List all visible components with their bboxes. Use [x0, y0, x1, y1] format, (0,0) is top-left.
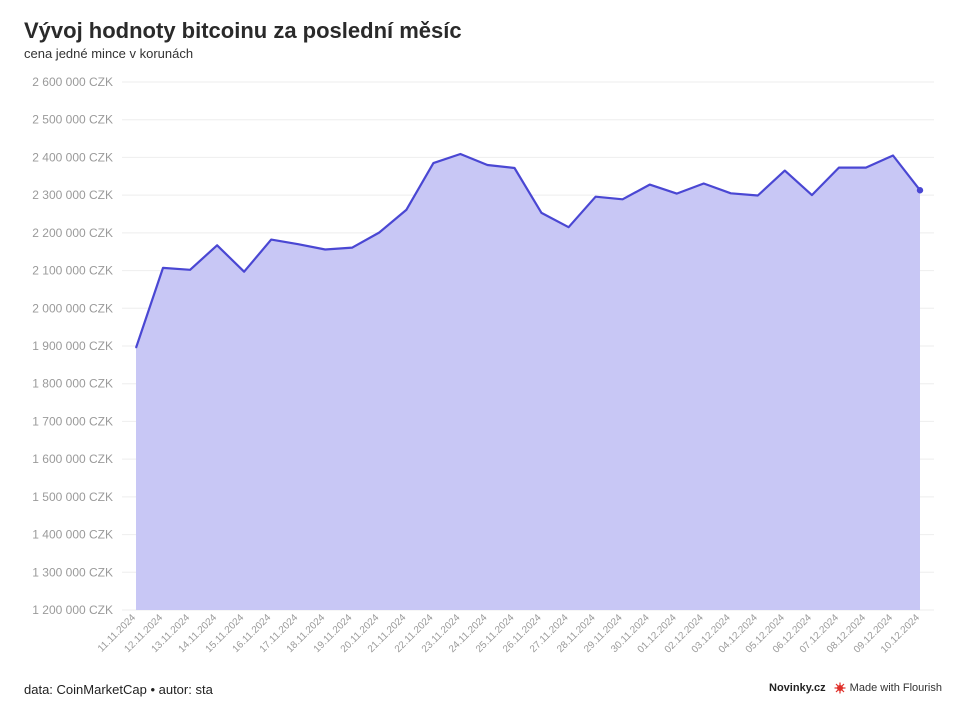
data-point[interactable] — [892, 155, 894, 157]
y-tick-label: 2 500 000 CZK — [32, 113, 113, 127]
data-point[interactable] — [162, 267, 164, 269]
y-tick-label: 1 800 000 CZK — [32, 377, 113, 391]
y-tick-label: 1 400 000 CZK — [32, 528, 113, 542]
data-point[interactable] — [189, 269, 191, 271]
series-area — [136, 154, 920, 610]
chart-title: Vývoj hodnoty bitcoinu za poslední měsíc — [24, 18, 462, 43]
y-tick-label: 1 200 000 CZK — [32, 603, 113, 617]
data-point[interactable] — [324, 248, 326, 250]
y-tick-label: 2 000 000 CZK — [32, 301, 113, 315]
data-point[interactable] — [622, 198, 624, 200]
data-point[interactable] — [351, 247, 353, 249]
last-data-point[interactable] — [916, 187, 924, 194]
y-tick-label: 1 600 000 CZK — [32, 452, 113, 466]
data-point[interactable] — [432, 162, 434, 164]
data-point[interactable] — [757, 195, 759, 197]
y-tick-label: 2 400 000 CZK — [32, 150, 113, 164]
data-point[interactable] — [405, 209, 407, 211]
brand-link[interactable]: Novinky.cz — [769, 682, 826, 694]
data-point[interactable] — [270, 239, 272, 241]
data-point[interactable] — [811, 194, 813, 196]
data-point[interactable] — [297, 243, 299, 245]
data-point[interactable] — [838, 167, 840, 169]
data-point[interactable] — [703, 182, 705, 184]
data-point[interactable] — [135, 347, 137, 349]
y-tick-label: 2 300 000 CZK — [32, 188, 113, 202]
data-point[interactable] — [676, 193, 678, 195]
source-note: data: CoinMarketCap • autor: sta — [24, 682, 213, 697]
bitcoin-area-chart: 1 200 000 CZK 1 300 000 CZK 1 400 000 CZK 1… — [32, 75, 934, 656]
y-tick-label: 1 500 000 CZK — [32, 490, 113, 504]
made-with-flourish-link[interactable]: Made with Flourish — [834, 682, 942, 694]
flourish-logo-icon — [834, 682, 846, 694]
y-axis: 1 200 000 CZK 1 300 000 CZK 1 400 000 CZK 1… — [32, 75, 113, 617]
data-point[interactable] — [784, 170, 786, 172]
y-tick-label: 2 200 000 CZK — [32, 226, 113, 240]
data-point[interactable] — [649, 184, 651, 186]
data-point[interactable] — [378, 231, 380, 233]
data-point[interactable] — [216, 244, 218, 246]
y-tick-label: 1 900 000 CZK — [32, 339, 113, 353]
series-line-group — [134, 152, 924, 349]
series-line — [134, 152, 921, 349]
data-point[interactable] — [865, 167, 867, 169]
data-point[interactable] — [513, 167, 515, 169]
data-point[interactable] — [541, 212, 543, 214]
y-tick-label: 1 300 000 CZK — [32, 565, 113, 579]
data-point[interactable] — [595, 196, 597, 198]
y-tick-label: 2 600 000 CZK — [32, 75, 113, 89]
data-point[interactable] — [243, 271, 245, 273]
chart-subtitle: cena jedné mince v korunách — [24, 46, 194, 61]
data-point[interactable] — [459, 153, 461, 155]
data-point[interactable] — [730, 192, 732, 194]
y-tick-label: 2 100 000 CZK — [32, 264, 113, 278]
data-point[interactable] — [486, 164, 488, 166]
data-point[interactable] — [568, 226, 570, 228]
made-with-flourish-label: Made with Flourish — [849, 682, 942, 694]
x-axis: 11.11.202412.11.202413.11.202414.11.2024… — [96, 612, 922, 655]
y-tick-label: 1 700 000 CZK — [32, 414, 113, 428]
footer-branding: Novinky.cz Made with Flourish — [769, 682, 942, 694]
series-area-fill — [136, 154, 920, 610]
